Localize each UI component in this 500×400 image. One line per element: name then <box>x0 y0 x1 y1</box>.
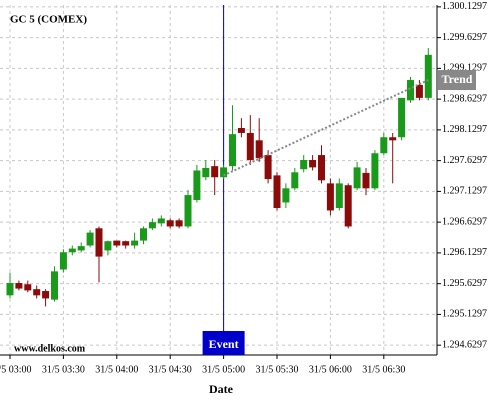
candle-body <box>86 232 94 246</box>
candle-body <box>309 160 317 168</box>
y-tick-label: 1.294.6297 <box>442 339 487 350</box>
y-tick-label: 1.297.1297 <box>442 186 487 197</box>
candle-body <box>113 240 121 246</box>
candle-body <box>193 170 201 200</box>
x-tick-label: 31/5 05:30 <box>255 364 298 375</box>
candle-body <box>407 80 414 101</box>
trend-line <box>223 79 429 177</box>
candle-body <box>255 140 263 159</box>
y-tick-label: 1.299.1297 <box>442 63 487 74</box>
x-axis-title: Date <box>209 382 234 396</box>
candle-body <box>122 241 130 246</box>
candle-body <box>326 183 334 211</box>
candle-body <box>398 97 406 138</box>
x-tick-label: 31/5 05:00 <box>202 364 245 375</box>
candle-body <box>220 167 228 178</box>
candle-body <box>68 248 76 253</box>
chart-title: GC 5 (COMEX) <box>10 14 87 26</box>
candle-body <box>371 153 379 189</box>
candle-body <box>246 132 254 161</box>
event-label-box <box>202 331 245 355</box>
candle-body <box>335 183 343 208</box>
candle-body <box>415 84 423 98</box>
candle-body <box>353 167 361 189</box>
candle-body <box>424 54 432 98</box>
candle-body <box>380 137 388 154</box>
x-tick-label: 31/5 06:00 <box>309 364 352 375</box>
candle-body <box>140 228 147 241</box>
y-tick-label: 1.296.1297 <box>442 247 487 258</box>
candle-body <box>24 284 32 291</box>
x-tick-label: 31/5 04:00 <box>95 364 138 375</box>
candle-body <box>291 172 299 189</box>
candle-body <box>300 160 308 170</box>
candle-body <box>148 222 156 229</box>
candle-body <box>166 220 174 227</box>
candle-body <box>15 283 23 289</box>
candle-body <box>59 252 67 270</box>
y-tick-label: 1.295.6297 <box>442 278 487 289</box>
y-tick-label: 1.298.1297 <box>442 124 487 135</box>
candle-body <box>157 218 165 224</box>
candle-body <box>264 155 272 180</box>
trend-label: Trend <box>442 72 473 86</box>
candle-body <box>33 289 41 296</box>
x-tick-label: 31/5 06:30 <box>362 364 405 375</box>
watermark: www.delkos.com <box>14 343 86 354</box>
candle-body <box>237 128 245 133</box>
event-label: Event <box>209 337 239 351</box>
x-tick-label: 31/5 03:30 <box>42 364 85 375</box>
candle-body <box>273 175 281 208</box>
y-tick-label: 1.297.6297 <box>442 155 487 166</box>
candle-body <box>229 134 236 167</box>
y-tick-label: 1.300.1297 <box>442 1 487 12</box>
candle-body <box>77 246 85 251</box>
y-tick-label: 1.299.6297 <box>442 32 487 43</box>
x-tick-label: 31/5 03:00 <box>0 364 32 375</box>
candle-body <box>131 240 139 246</box>
candle-body <box>95 228 103 257</box>
candle-body <box>389 137 397 141</box>
candle-body <box>104 241 112 251</box>
y-tick-label: 1.296.6297 <box>442 216 487 227</box>
candle-body <box>202 168 210 178</box>
candle-body <box>6 283 14 296</box>
y-tick-label: 1.298.6297 <box>442 93 487 104</box>
candle-body <box>184 195 192 227</box>
y-tick-label: 1.295.1297 <box>442 309 487 320</box>
candle-body <box>175 220 183 227</box>
candle-body <box>51 271 58 300</box>
candle-body <box>362 172 370 189</box>
candle-body <box>211 166 219 178</box>
candle-body <box>318 155 325 181</box>
candle-body <box>42 291 50 299</box>
trend-label-box <box>438 70 476 91</box>
candle-body <box>282 188 290 203</box>
x-tick-label: 31/5 04:30 <box>149 364 192 375</box>
candle-body <box>344 185 352 227</box>
